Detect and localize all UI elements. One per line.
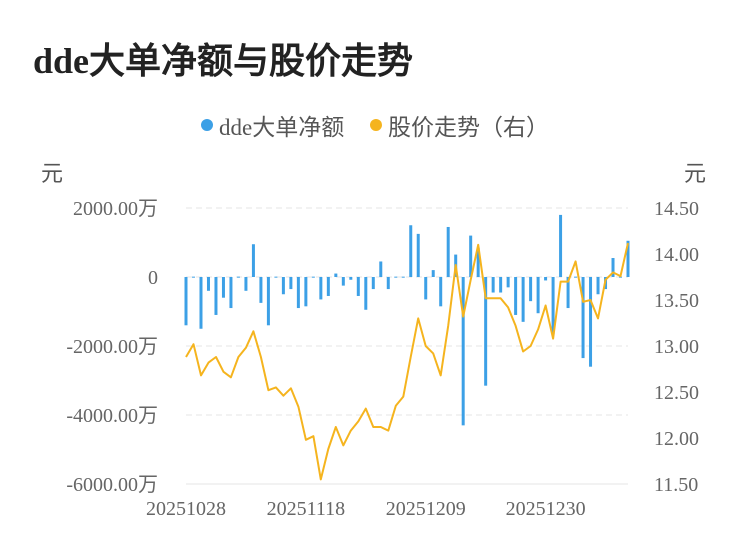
dde-bar xyxy=(476,247,480,277)
x-tick-label: 20251209 xyxy=(386,498,466,520)
x-tick-label: 20251028 xyxy=(146,498,226,520)
dde-bar xyxy=(206,277,210,291)
dde-bar xyxy=(371,277,375,290)
chart-title: dde大单净额与股价走势 xyxy=(33,41,414,81)
dde-bar xyxy=(416,233,420,277)
legend-item-price[interactable]: 股价走势（右） xyxy=(369,108,549,142)
dde-bar xyxy=(401,276,405,278)
right-tick-label: 12.00 xyxy=(654,428,699,450)
dde-bar xyxy=(446,226,450,277)
dde-bar xyxy=(566,277,570,309)
dde-bar xyxy=(214,277,218,315)
dde-bar xyxy=(506,277,510,288)
dde-bar xyxy=(326,277,330,296)
dde-bar xyxy=(184,277,188,326)
dde-bar xyxy=(199,277,203,329)
legend-dot-price-icon xyxy=(369,119,382,131)
right-tick-label: 11.50 xyxy=(654,474,698,496)
legend-label-price: 股价走势（右） xyxy=(387,115,549,140)
dde-bar xyxy=(229,277,233,309)
dde-bar xyxy=(244,277,248,291)
dde-bar xyxy=(251,244,255,277)
dde-bar xyxy=(424,277,428,300)
left-tick-label: -4000.00万 xyxy=(66,405,158,427)
right-tick-label: 14.50 xyxy=(654,198,699,220)
dde-bar xyxy=(574,276,578,278)
legend-item-dde[interactable]: dde大单净额 xyxy=(201,108,344,142)
dde-bar xyxy=(349,277,353,280)
dde-bar xyxy=(319,277,323,300)
left-axis-unit: 元 xyxy=(41,161,64,186)
dde-bar xyxy=(619,276,623,278)
dde-bar xyxy=(386,277,390,290)
dde-bar xyxy=(191,276,195,278)
dde-bar xyxy=(356,277,360,296)
dde-bar xyxy=(364,277,368,310)
x-tick-label: 20251230 xyxy=(506,498,586,520)
legend: dde大单净额 股价走势（右） xyxy=(0,108,750,142)
dde-bar xyxy=(499,277,503,293)
dde-bar xyxy=(536,277,540,314)
right-tick-label: 14.00 xyxy=(654,244,699,266)
dde-bar xyxy=(274,276,278,278)
price-line xyxy=(185,242,629,481)
dde-bar xyxy=(296,277,300,309)
dde-bar xyxy=(521,277,525,322)
dde-bar xyxy=(341,277,345,286)
dde-bar xyxy=(514,277,518,315)
dde-bar xyxy=(581,277,585,359)
dde-bar xyxy=(409,225,413,277)
right-tick-label: 13.50 xyxy=(654,290,699,312)
left-tick-label: -2000.00万 xyxy=(66,336,158,358)
dde-bar xyxy=(544,277,548,281)
right-axis-unit: 元 xyxy=(684,161,707,186)
dde-bar xyxy=(236,276,240,278)
left-tick-label: -6000.00万 xyxy=(66,474,158,496)
right-tick-label: 13.00 xyxy=(654,336,699,358)
dde-bar xyxy=(266,277,270,326)
right-tick-label: 12.50 xyxy=(654,382,699,404)
left-tick-label: 0 xyxy=(148,267,158,289)
dde-bar xyxy=(589,277,593,367)
dde-bar xyxy=(281,277,285,295)
legend-dot-dde-icon xyxy=(201,119,214,131)
dde-bar xyxy=(559,214,563,277)
x-tick-label: 20251118 xyxy=(267,498,346,520)
dde-bar xyxy=(611,258,615,277)
dde-bar xyxy=(491,277,495,293)
dde-bar xyxy=(626,240,630,277)
dde-bar xyxy=(551,277,555,334)
dde-bar xyxy=(334,273,338,277)
dde-bar xyxy=(469,235,473,277)
dde-bar xyxy=(596,277,600,295)
dde-bar xyxy=(529,277,533,302)
legend-label-dde: dde大单净额 xyxy=(219,115,345,140)
dde-bar xyxy=(484,277,488,386)
dde-bar xyxy=(461,277,465,426)
dde-bar xyxy=(431,270,435,277)
dde-bar xyxy=(439,277,443,307)
dde-bar xyxy=(304,277,308,307)
dde-bar xyxy=(311,276,315,278)
dde-bar xyxy=(259,277,263,303)
dde-bar xyxy=(289,277,293,290)
left-tick-label: 2000.00万 xyxy=(73,198,158,220)
dde-bar xyxy=(221,277,225,298)
dde-bar xyxy=(394,276,398,278)
dde-bar xyxy=(379,261,383,277)
